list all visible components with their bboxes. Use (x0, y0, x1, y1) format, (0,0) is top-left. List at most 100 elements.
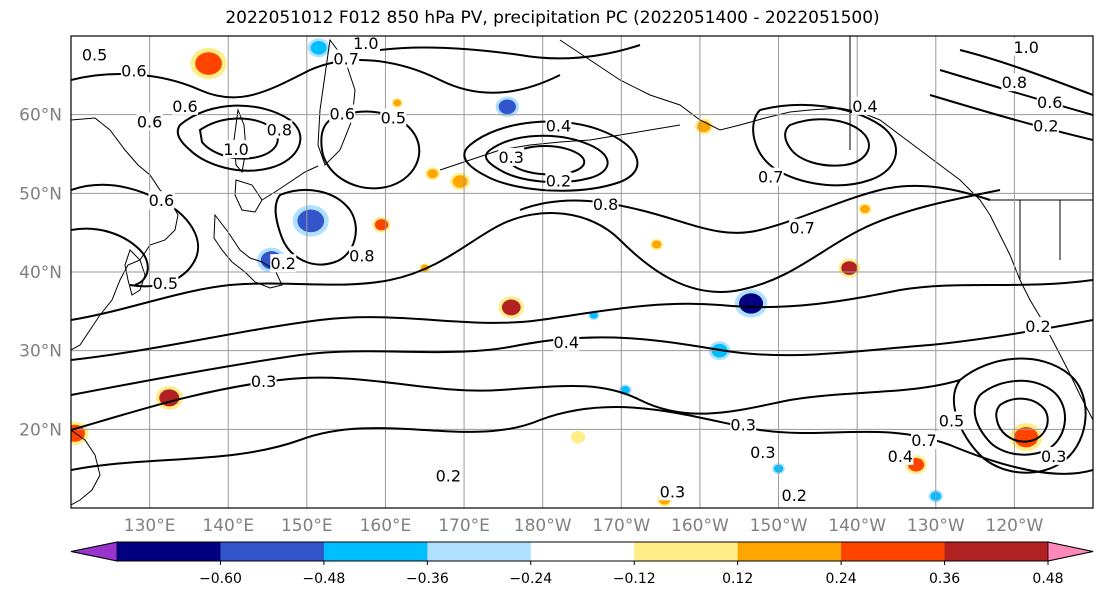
colorbar-segment (737, 542, 842, 561)
precip-blob (310, 41, 327, 55)
coastline-philippines (71, 429, 101, 506)
latitude-label: 50°N (19, 184, 62, 204)
precip-blob (452, 175, 468, 188)
contour-label-bg (171, 96, 198, 115)
colorbar-extend-high (1047, 541, 1094, 562)
coastline-layer (71, 36, 1093, 506)
coastline-north-america (989, 214, 1093, 421)
precip-blob (841, 261, 858, 275)
pv-contour (484, 134, 609, 184)
colorbar-tick-label: 0.36 (929, 571, 960, 587)
colorbar-segment (220, 542, 325, 561)
map-frame (70, 35, 1094, 509)
precip-blob (1014, 427, 1039, 448)
contour-label-bg (148, 191, 175, 210)
contour-label-bg (270, 254, 297, 273)
contour-label: 1.0 (223, 140, 248, 159)
colorbar-tick-label: 0.48 (1032, 571, 1063, 587)
contour-label-bg (266, 120, 293, 139)
longitude-label: 170°E (438, 516, 490, 536)
pv-contour (198, 117, 279, 160)
pv-contour (274, 189, 357, 266)
contour-label-bg (781, 486, 808, 505)
longitude-label: 120°W (986, 516, 1044, 536)
contour-label: 0.2 (1025, 317, 1050, 336)
contour-label-bg (1032, 116, 1059, 135)
contour-label: 0.3 (251, 372, 276, 391)
pv-contour (929, 94, 1093, 141)
colorbar-extend-low (70, 541, 118, 562)
coastline-sakhalin (233, 108, 247, 174)
colorbar: −0.60 −0.48 −0.36 −0.24 −0.12 0.12 0.24 0.36 0.4… (70, 541, 1094, 587)
contour-label-layer: 0.50.60.60.61.00.80.61.00.70.50.60.2 0.80… (81, 36, 1067, 505)
colorbar-segment (427, 542, 532, 561)
contour-label: 0.5 (153, 274, 178, 293)
contour-label-bg (1036, 92, 1063, 111)
longitude-label: 140°W (828, 516, 886, 536)
contour-label: 0.2 (436, 467, 461, 486)
contour-label-bg (852, 96, 879, 115)
precip-blob (393, 99, 402, 107)
pv-contour (784, 118, 870, 167)
contour-label: 0.3 (730, 415, 755, 434)
contour-label: 0.7 (758, 168, 783, 187)
precip-blob (297, 209, 325, 233)
contour-label: 0.8 (593, 195, 618, 214)
colorbar-segment (117, 542, 221, 561)
coastline-hokkaido (234, 179, 263, 213)
latitude-label: 20°N (19, 420, 62, 440)
latitude-label: 60°N (19, 106, 62, 126)
contour-label-bg (136, 112, 163, 131)
coastline-korea (124, 249, 146, 296)
contour-label-bg (730, 415, 757, 434)
contour-label: 0.2 (1033, 116, 1058, 135)
colorbar-segment (634, 542, 739, 561)
contour-label: 0.5 (381, 109, 406, 128)
colorbar-tick-label: −0.24 (509, 571, 552, 587)
contour-label-bg (749, 442, 776, 461)
contour-label: 0.4 (554, 333, 579, 352)
contour-label-bg (380, 108, 407, 127)
contour-label: 0.2 (271, 254, 296, 273)
pv-contour (176, 104, 302, 172)
latitude-label: 30°N (19, 342, 62, 362)
colorbar-tick-label: −0.36 (406, 571, 449, 587)
colorbar-segment (323, 542, 428, 561)
pv-contour (71, 376, 961, 431)
precipitation-layer (71, 38, 1043, 507)
contour-label-bg (938, 411, 965, 430)
coastline-borders (849, 36, 1093, 280)
contour-label-bg (592, 195, 619, 214)
coastline-kuril (261, 165, 319, 201)
contour-label-bg (223, 140, 250, 159)
contour-label: 0.3 (660, 482, 685, 501)
contour-label-bg (789, 218, 816, 237)
coastline-kamchatka (317, 38, 356, 166)
pv-contour (71, 319, 1093, 396)
contour-label: 0.6 (137, 113, 162, 132)
contour-label: 0.4 (852, 97, 877, 116)
pv-contour (509, 145, 586, 176)
pv-contour (71, 406, 1093, 475)
precip-blob (501, 299, 521, 316)
contour-label-bg (1013, 37, 1040, 56)
longitude-label: 150°E (281, 516, 333, 536)
coastline-alaska (559, 39, 991, 216)
longitude-label: 160°W (671, 516, 729, 536)
longitude-label: 130°W (907, 516, 965, 536)
contour-label-bg (81, 45, 108, 64)
contour-label: 0.2 (546, 172, 571, 191)
contour-label: 0.6 (121, 61, 146, 80)
contour-label: 0.8 (1002, 73, 1027, 92)
longitude-label: 140°E (202, 516, 254, 536)
contour-label: 0.8 (267, 120, 292, 139)
precip-blob (498, 99, 517, 115)
longitude-label: 150°W (750, 516, 808, 536)
precip-blob (195, 52, 222, 75)
coastline-aleutians (439, 124, 681, 171)
colorbar-segment (530, 542, 635, 561)
contour-label-bg (910, 431, 937, 450)
contour-label-bg (120, 61, 147, 80)
contour-label: 0.8 (349, 246, 374, 265)
